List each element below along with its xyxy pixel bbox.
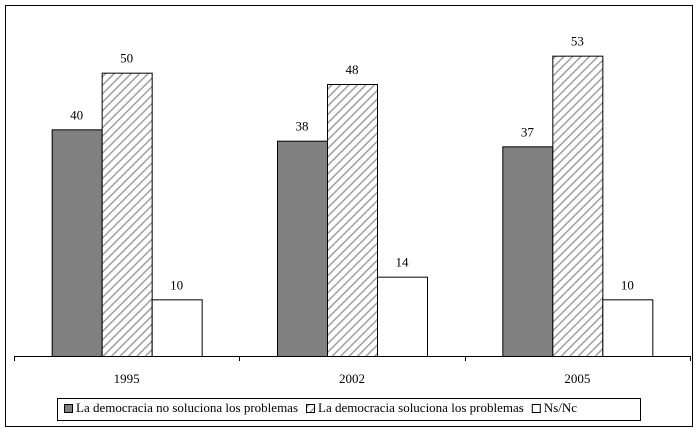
bar bbox=[277, 140, 328, 357]
value-label: 40 bbox=[70, 107, 83, 122]
value-label: 10 bbox=[170, 277, 183, 292]
legend-label: Ns/Nc bbox=[544, 400, 577, 415]
x-tick-label: 2005 bbox=[564, 371, 590, 386]
value-label: 37 bbox=[521, 124, 535, 139]
bar bbox=[51, 129, 103, 357]
legend-swatch bbox=[306, 404, 316, 413]
bar bbox=[101, 72, 153, 358]
bar bbox=[327, 84, 378, 357]
bar bbox=[602, 299, 654, 358]
legend-label: La democracia soluciona los problemas bbox=[318, 400, 524, 415]
legend-label: La democracia no soluciona los problemas bbox=[76, 400, 298, 415]
legend-box bbox=[57, 398, 641, 421]
value-label: 38 bbox=[296, 119, 309, 134]
value-label: 48 bbox=[346, 62, 359, 77]
legend-swatch bbox=[64, 404, 73, 413]
x-tick-label: 1995 bbox=[114, 371, 140, 386]
value-label: 53 bbox=[571, 34, 584, 49]
bar bbox=[552, 55, 604, 358]
value-label: 10 bbox=[621, 277, 634, 292]
legend-swatch bbox=[531, 404, 541, 413]
x-tick-label: 2002 bbox=[339, 371, 365, 386]
bar bbox=[151, 299, 203, 358]
value-label: 14 bbox=[396, 255, 410, 270]
bar bbox=[502, 146, 554, 357]
bar bbox=[377, 276, 428, 357]
value-label: 50 bbox=[120, 51, 133, 66]
